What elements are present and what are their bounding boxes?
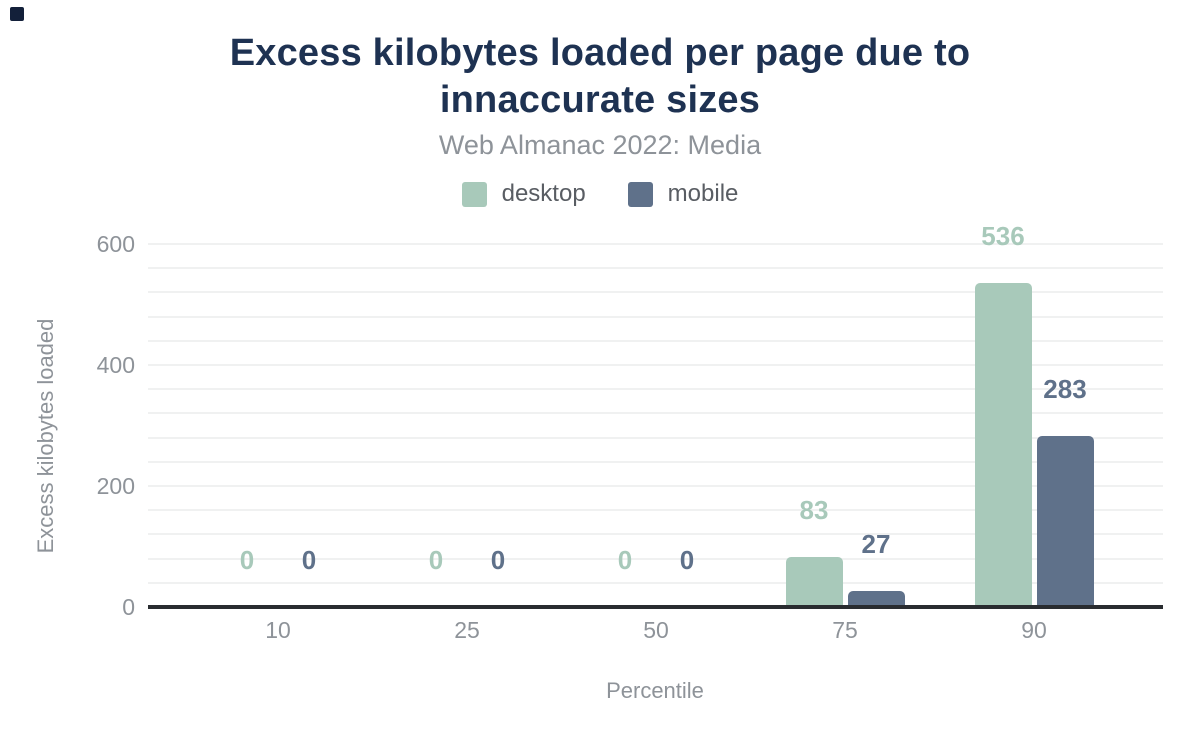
gridline <box>148 291 1163 294</box>
gridline <box>148 315 1163 318</box>
x-tick-label: 90 <box>1021 617 1047 643</box>
value-label-desktop: 0 <box>239 545 255 575</box>
value-label-mobile: 27 <box>861 528 891 559</box>
mobile-swatch-icon <box>627 181 653 207</box>
chart-title: Excess kilobytes loaded per page due to … <box>229 32 971 121</box>
value-label-mobile: 0 <box>490 545 506 575</box>
gridline <box>148 533 1163 536</box>
x-tick-label: 50 <box>643 617 669 643</box>
value-label-desktop: 0 <box>617 545 633 575</box>
value-label-desktop: 83 <box>799 494 829 525</box>
x-tick-label: 75 <box>832 617 858 643</box>
x-axis-title: Percentile <box>606 678 704 703</box>
y-tick-label: 600 <box>96 231 135 257</box>
bar-desktop <box>785 556 843 607</box>
gridline <box>148 364 1163 366</box>
legend-item-mobile: mobile <box>627 180 739 207</box>
gridline <box>148 557 1163 560</box>
value-label-mobile: 283 <box>1043 373 1087 404</box>
gridline <box>148 339 1163 342</box>
gridline <box>148 243 1163 245</box>
y-tick-label: 400 <box>96 352 135 378</box>
gridline <box>148 460 1163 463</box>
bar-mobile <box>1036 435 1094 607</box>
gridline <box>148 485 1163 487</box>
desktop-swatch-icon <box>461 181 487 207</box>
y-tick-label: 200 <box>96 473 135 499</box>
corner-marker <box>10 7 24 21</box>
value-label-mobile: 0 <box>301 545 317 575</box>
gridline <box>148 388 1163 391</box>
gridline <box>148 581 1163 584</box>
legend-label-desktop: desktop <box>501 180 586 207</box>
x-tick-label: 25 <box>454 617 480 643</box>
legend: desktop mobile <box>0 181 1200 207</box>
legend-item-desktop: desktop <box>461 180 586 207</box>
gridline <box>148 267 1163 270</box>
legend-label-mobile: mobile <box>667 180 739 207</box>
y-tick-label: 0 <box>122 594 135 620</box>
gridline <box>148 436 1163 439</box>
value-label-desktop: 0 <box>428 545 444 575</box>
gridline <box>148 509 1163 512</box>
value-label-mobile: 0 <box>679 545 695 575</box>
x-axis-line <box>148 605 1163 609</box>
bar-mobile <box>847 590 905 607</box>
value-label-desktop: 536 <box>981 220 1025 251</box>
x-tick-label: 10 <box>265 617 291 643</box>
chart-subtitle: Web Almanac 2022: Media <box>438 130 762 160</box>
bar-desktop <box>974 282 1032 607</box>
gridline <box>148 412 1163 415</box>
